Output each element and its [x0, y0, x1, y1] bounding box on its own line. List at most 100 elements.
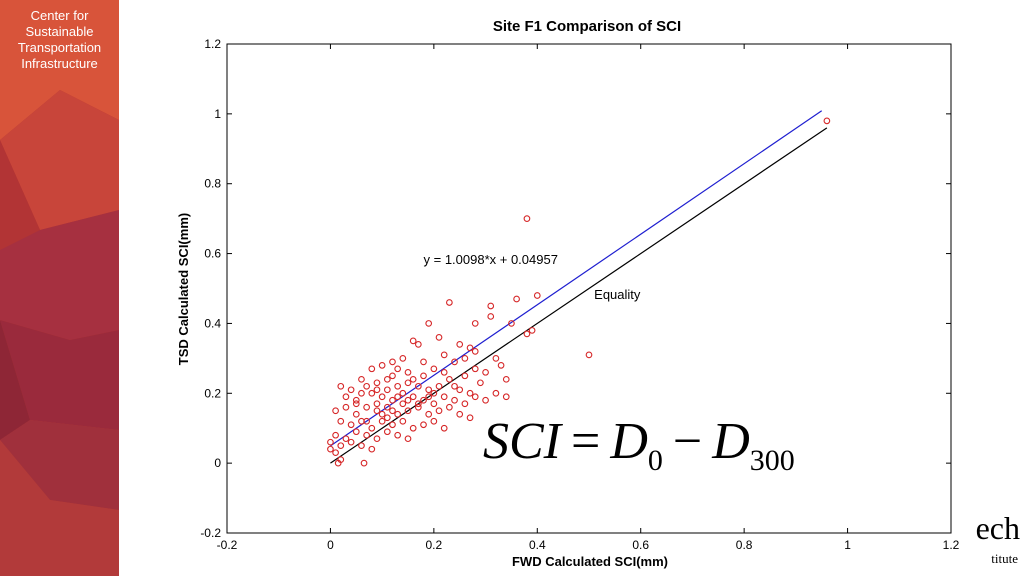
data-point	[451, 382, 458, 390]
data-point	[394, 431, 402, 439]
data-point	[327, 438, 334, 446]
data-point	[533, 292, 541, 299]
data-point	[404, 396, 412, 404]
data-point	[389, 407, 396, 415]
x-tick-label: 0	[327, 538, 334, 552]
data-point	[466, 389, 474, 397]
fit-lines	[330, 110, 828, 464]
data-point	[389, 372, 396, 380]
data-point	[492, 389, 500, 397]
data-point	[435, 334, 443, 341]
data-point	[471, 393, 479, 401]
y-tick-label: 0.6	[204, 247, 221, 261]
data-point	[446, 375, 453, 383]
data-point	[358, 389, 365, 397]
data-point	[327, 445, 334, 453]
brand-name: Center for Sustainable Transportation In…	[0, 8, 119, 72]
x-tick-label: 0.8	[736, 538, 753, 552]
x-tick-label: 0.4	[529, 538, 546, 552]
x-tick-label: 1	[844, 538, 851, 552]
data-point	[409, 393, 417, 401]
data-point	[404, 435, 412, 443]
data-point	[373, 379, 381, 387]
data-point	[430, 365, 438, 373]
data-point	[360, 459, 368, 467]
data-point	[430, 400, 438, 408]
data-point	[409, 337, 417, 345]
data-point	[373, 435, 381, 443]
y-tick-label: 1.2	[204, 37, 221, 51]
data-point	[451, 358, 458, 366]
data-point	[337, 442, 345, 450]
y-tick-label: 0.2	[204, 386, 221, 400]
data-point	[497, 361, 505, 369]
equality-line	[330, 127, 828, 464]
data-point	[456, 410, 464, 418]
data-point	[399, 355, 407, 362]
x-tick-label: 1.2	[943, 538, 960, 552]
data-point	[394, 365, 402, 373]
data-point	[466, 344, 474, 352]
data-point	[358, 442, 365, 450]
data-point	[466, 414, 474, 422]
data-point	[352, 400, 360, 408]
data-point	[430, 389, 438, 397]
data-point	[332, 431, 339, 439]
data-point	[363, 403, 370, 411]
data-point	[508, 320, 515, 327]
data-point	[461, 355, 469, 362]
data-point	[378, 393, 386, 401]
data-point	[378, 410, 386, 418]
data-point	[352, 396, 360, 404]
data-point	[399, 417, 407, 425]
y-tick-label: 0	[214, 456, 221, 470]
data-point	[482, 368, 489, 376]
y-tick-label: 1	[214, 107, 221, 121]
scatter-chart: Site F1 Comparison of SCI -0.2 0 0.2 0.4 0.6…	[176, 18, 960, 569]
data-point	[435, 382, 443, 390]
formula-sub-0: 0	[647, 444, 663, 477]
data-point	[342, 393, 350, 401]
data-point	[482, 396, 489, 404]
data-point	[451, 396, 458, 404]
axis-ticks: -0.2 0 0.2 0.4 0.6 0.8 1 1.2 -0.2 0 0.2 0.4 0.6 0.8 1 1…	[200, 37, 959, 552]
data-point	[585, 351, 593, 359]
logo-fragment-word: ech	[975, 510, 1020, 546]
data-point	[456, 386, 464, 394]
data-point	[404, 407, 412, 415]
data-point	[352, 410, 360, 418]
data-point	[513, 295, 520, 303]
data-point	[492, 355, 500, 362]
data-point	[414, 341, 422, 348]
sidebar-panel: Center for Sustainable Transportation In…	[0, 0, 119, 576]
data-point	[389, 421, 396, 429]
data-point	[404, 368, 412, 376]
data-point	[502, 393, 510, 401]
data-point	[471, 320, 479, 327]
data-point	[414, 400, 422, 408]
data-point	[409, 424, 417, 432]
data-point	[487, 313, 495, 320]
data-point	[399, 389, 407, 397]
data-point	[363, 382, 370, 390]
university-logo-fragment: ech titute	[964, 510, 1024, 576]
data-point	[430, 417, 438, 425]
data-point	[363, 417, 370, 425]
chart-title: Site F1 Comparison of SCI	[493, 18, 681, 35]
data-point	[425, 386, 433, 394]
data-point	[389, 358, 396, 366]
x-axis-label: FWD Calculated SCI(mm)	[512, 554, 668, 569]
data-point	[440, 424, 448, 432]
annotations: y = 1.0098*x + 0.04957 Equality	[424, 252, 641, 302]
data-point	[389, 396, 396, 404]
data-point	[420, 372, 427, 380]
y-tick-label: -0.2	[200, 526, 221, 540]
formula-d0: D	[610, 413, 648, 470]
data-point	[337, 382, 345, 390]
data-point	[383, 414, 391, 422]
data-point	[373, 407, 381, 415]
data-point	[368, 389, 376, 397]
data-point	[823, 117, 831, 125]
data-point	[383, 428, 391, 436]
y-tick-label: 0.8	[204, 177, 221, 191]
